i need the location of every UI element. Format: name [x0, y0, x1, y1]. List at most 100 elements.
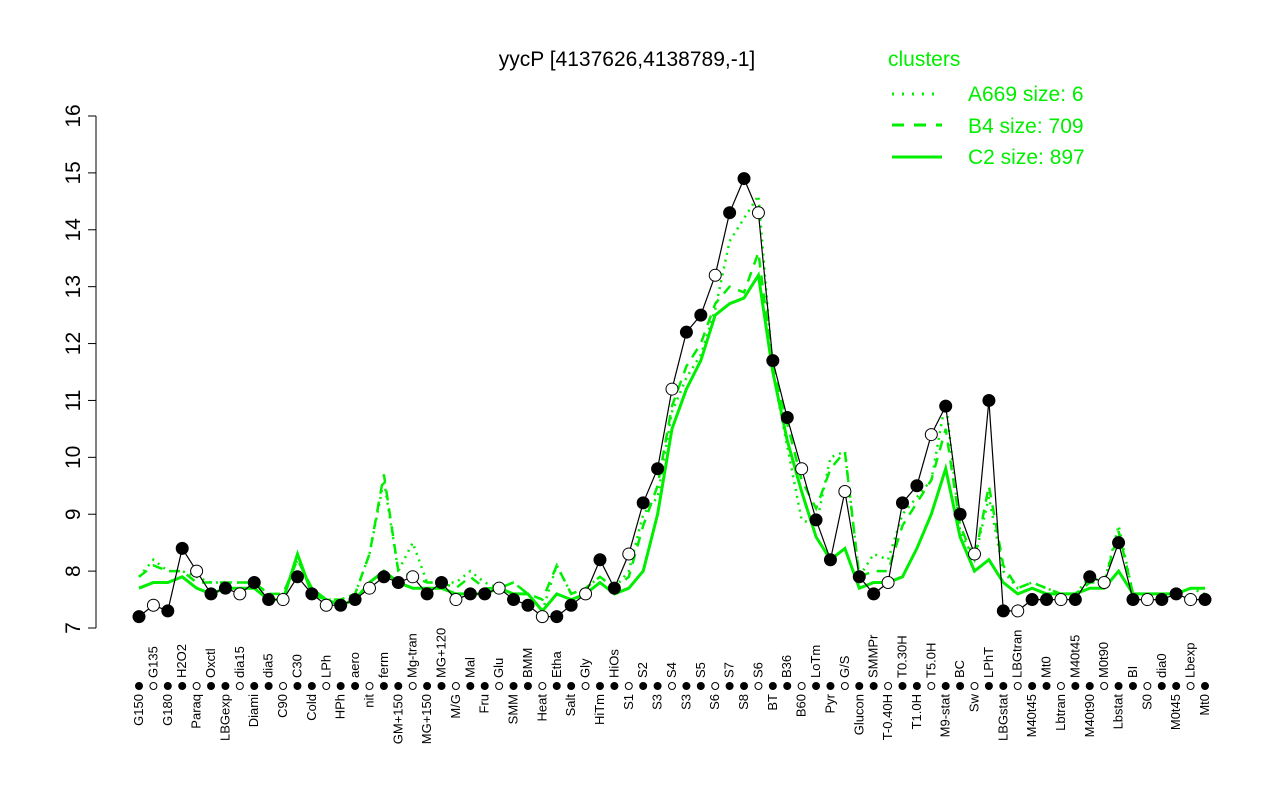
data-point	[1140, 593, 1154, 607]
x-tick-label: BC	[952, 660, 967, 678]
condition-marker	[379, 682, 388, 690]
y-tick-label: 16	[62, 104, 85, 127]
condition-marker	[682, 682, 691, 690]
condition-marker	[1157, 682, 1166, 690]
condition-marker	[538, 682, 547, 690]
data-point	[579, 587, 593, 601]
x-tick-label: GM+150	[390, 694, 405, 744]
x-tick-label: M40t45	[1067, 635, 1082, 678]
x-tick-label: Mt0	[1039, 656, 1054, 678]
x-tick-label: Cold	[304, 694, 319, 721]
x-tick-label: B36	[779, 655, 794, 678]
condition-marker	[178, 682, 187, 690]
condition-marker	[552, 682, 561, 690]
data-point	[679, 325, 693, 339]
x-tick-label: dia0	[1154, 653, 1169, 678]
data-point	[190, 564, 204, 578]
x-tick-label: Fru	[477, 694, 492, 714]
series-connector	[138, 177, 1205, 618]
x-tick-label: S3	[678, 694, 693, 710]
x-tick-label: G180	[160, 694, 175, 726]
condition-marker	[307, 682, 316, 690]
condition-marker	[423, 682, 432, 690]
x-tick-label: MG+150	[419, 694, 434, 744]
data-point	[262, 593, 276, 607]
condition-marker	[394, 682, 403, 690]
x-tick-label: LPh	[318, 655, 333, 678]
data-point	[334, 598, 348, 612]
condition-marker	[696, 682, 705, 690]
x-tick-label: ferm	[376, 652, 391, 678]
x-tick-label: dia5	[261, 653, 276, 678]
condition-marker	[984, 682, 993, 690]
x-tick-label: BI	[1125, 666, 1140, 678]
condition-marker	[1172, 682, 1181, 690]
condition-marker	[250, 682, 259, 690]
condition-marker	[884, 682, 893, 690]
data-point	[420, 587, 434, 601]
data-points	[132, 172, 1212, 624]
data-point	[665, 382, 679, 396]
data-point	[996, 604, 1010, 618]
x-tick-label: T1.0H	[909, 694, 924, 729]
legend-label-b4: B4 size: 709	[968, 115, 1084, 138]
data-point	[435, 575, 449, 589]
x-tick-label: S0	[1139, 694, 1154, 710]
condition-marker	[812, 682, 821, 690]
condition-marker	[927, 682, 936, 690]
x-tick-label: S6	[707, 694, 722, 710]
condition-marker	[869, 682, 878, 690]
cluster-lines	[138, 191, 1206, 614]
data-point	[492, 581, 506, 595]
data-point	[924, 428, 938, 442]
data-point	[939, 399, 953, 413]
data-point	[478, 587, 492, 601]
data-point	[319, 598, 333, 612]
condition-marker	[826, 682, 835, 690]
data-point	[204, 587, 218, 601]
x-tick-label: Glucon	[851, 694, 866, 735]
data-point	[175, 541, 189, 555]
data-point	[1169, 587, 1183, 601]
data-point	[377, 570, 391, 584]
y-tick-label: 15	[62, 161, 85, 184]
condition-marker	[567, 682, 576, 690]
data-point	[651, 462, 665, 476]
condition-marker	[1071, 682, 1080, 690]
chart-title: yycP [4137626,4138789,-1]	[499, 48, 755, 71]
data-point	[161, 604, 175, 618]
condition-marker	[624, 682, 633, 690]
condition-marker	[221, 682, 230, 690]
condition-marker	[264, 682, 273, 690]
condition-marker	[509, 682, 518, 690]
data-point	[1040, 593, 1054, 607]
condition-marker	[898, 682, 907, 690]
condition-marker	[336, 682, 345, 690]
condition-marker	[639, 682, 648, 690]
condition-marker	[725, 682, 734, 690]
x-tick-label: T0.30H	[894, 635, 909, 678]
data-point	[694, 308, 708, 322]
x-tick-label: MG+120	[434, 628, 449, 678]
condition-marker	[235, 682, 244, 690]
data-point	[1025, 593, 1039, 607]
data-point	[1054, 593, 1068, 607]
condition-marker-row	[135, 682, 1209, 690]
condition-marker	[480, 682, 489, 690]
condition-marker	[207, 682, 216, 690]
data-point	[867, 587, 881, 601]
x-tick-label: M0t90	[1096, 642, 1111, 678]
x-tick-label: BMM	[520, 648, 535, 678]
condition-marker	[1056, 682, 1065, 690]
x-tick-label: S7	[722, 662, 737, 678]
data-point	[780, 411, 794, 425]
x-tick-label: LBGstat	[995, 694, 1010, 741]
x-tick-label: T5.0H	[923, 643, 938, 678]
condition-marker	[365, 682, 374, 690]
condition-marker	[1201, 682, 1209, 690]
cluster-line-b4	[138, 252, 1205, 602]
y-tick-label: 13	[62, 275, 85, 298]
condition-marker	[855, 682, 864, 690]
x-tick-label: Pyr	[822, 693, 837, 713]
data-point	[881, 575, 895, 589]
